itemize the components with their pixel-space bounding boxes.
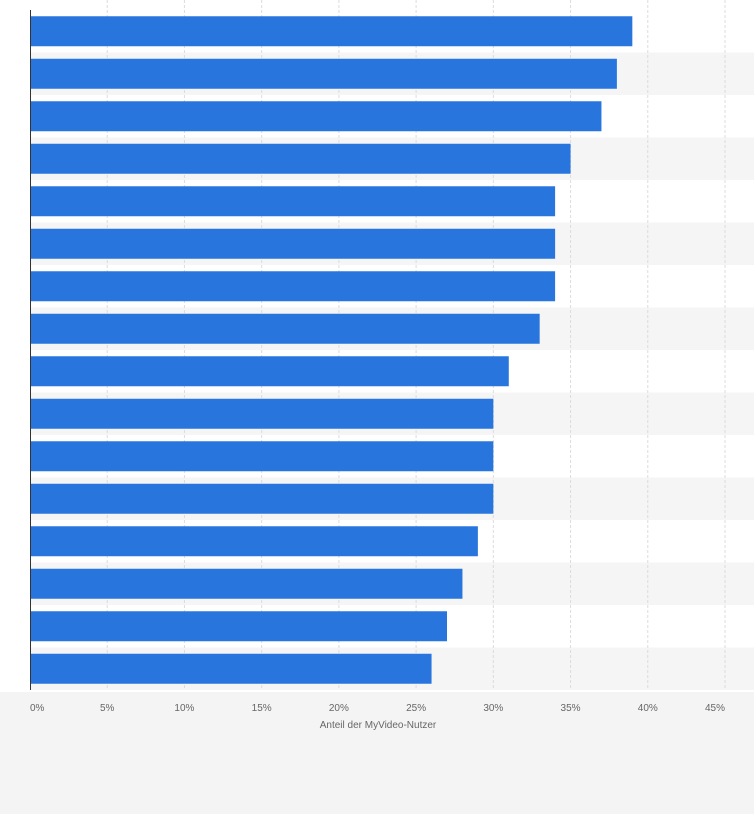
bar	[30, 186, 556, 217]
bar	[30, 143, 571, 174]
x-tick-label: 15%	[252, 703, 272, 714]
bar	[30, 483, 494, 514]
bars	[30, 16, 633, 684]
bar	[30, 653, 432, 684]
x-tick-label: 20%	[329, 703, 349, 714]
bar	[30, 526, 478, 557]
bar	[30, 271, 556, 302]
bar	[30, 16, 633, 47]
bar	[30, 441, 494, 472]
bar	[30, 313, 540, 344]
x-axis-label: Anteil der MyVideo-Nutzer	[320, 720, 437, 731]
x-tick-label: 35%	[561, 703, 581, 714]
x-tick-labels: 0% 5% 10% 15% 20% 25% 30% 35% 40% 45%	[30, 703, 725, 714]
x-tick-label: 30%	[483, 703, 503, 714]
x-tick-label: 5%	[100, 703, 115, 714]
x-tick-label: 40%	[638, 703, 658, 714]
x-tick-label: 0%	[30, 703, 45, 714]
bar	[30, 356, 509, 387]
x-tick-label: 10%	[174, 703, 194, 714]
bar	[30, 568, 463, 599]
bar	[30, 228, 556, 259]
x-tick-label: 25%	[406, 703, 426, 714]
bar	[30, 398, 494, 429]
bar	[30, 58, 617, 89]
bar	[30, 611, 447, 642]
bar	[30, 101, 602, 132]
x-tick-label: 45%	[705, 703, 725, 714]
